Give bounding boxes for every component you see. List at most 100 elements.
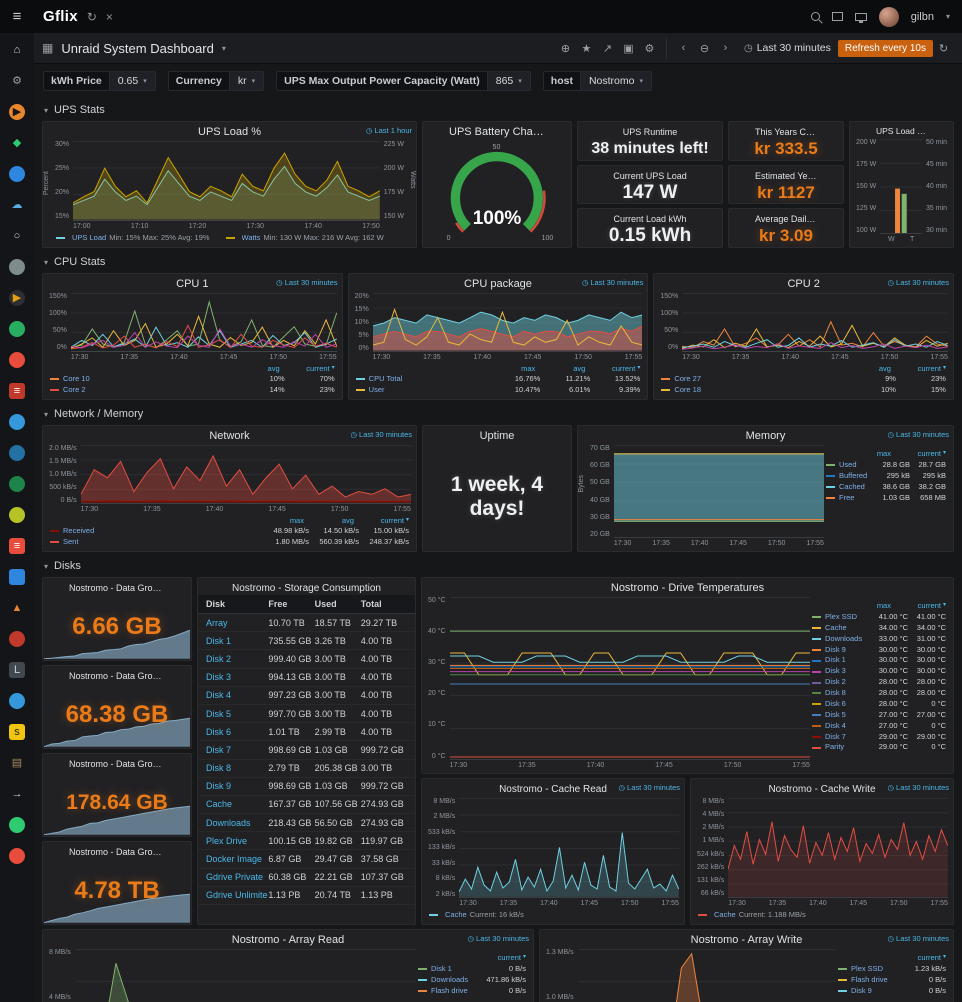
sidebar-app-icon[interactable] [8,692,26,710]
legend-item[interactable]: Core 18 10% 15% [661,385,946,396]
table-header[interactable]: Disk Free Used Total [198,595,415,614]
time-range-badge[interactable]: ◷ Last 30 minutes [887,934,950,943]
sidebar-app-icon[interactable] [8,351,26,369]
legend-item[interactable]: Used 28.8 GB 28.7 GB [826,460,946,471]
legend-item[interactable]: Plex SSD 1.23 kB/s [838,964,946,975]
panel-title[interactable]: This Years Cost [755,127,819,137]
sidebar-app-icon[interactable] [8,630,26,648]
sidebar-app-icon[interactable] [8,568,26,586]
section-ups-stats[interactable]: ▾ UPS Stats [44,104,105,116]
legend-item[interactable]: Cached 38.6 GB 38.2 GB [826,482,946,493]
panel-title[interactable]: Average Daily Cost [755,214,832,225]
app-brand[interactable]: Gflix [43,8,78,25]
panel-title[interactable]: UPS Load % [198,126,261,138]
fullscreen-icon[interactable] [831,12,843,21]
legend-item[interactable]: Plex SSD 41.00 °C 41.00 °C [812,612,946,623]
panel-title[interactable]: Nostromo - Data Growth This Week [69,671,191,681]
legend-item[interactable]: Disk 6 28.00 °C 0 °C [812,699,946,710]
array-write-chart[interactable] [577,949,836,1002]
legend-item[interactable]: Buffered 295 kB 295 kB [826,471,946,482]
time-range-picker[interactable]: ◷ Last 30 minutes [744,42,831,54]
cpu2-chart[interactable] [682,293,948,352]
panel-title[interactable]: Current Load kWh [613,214,687,225]
legend-item[interactable]: Core 27 9% 23% [661,374,946,385]
legend-item[interactable]: Cache Current: 1.188 MB/s [698,910,806,921]
panel-title[interactable]: Nostromo - Data Growth Today [69,583,191,593]
add-panel-icon[interactable]: ⊕ [560,42,571,55]
legend-item[interactable]: Disk 5 27.00 °C 27.00 °C [812,710,946,721]
legend-item[interactable]: UPS Load Min: 15% Max: 25% Avg: 19% [56,233,210,244]
legend-item[interactable]: Downloads 471.86 kB/s [418,975,526,986]
sidebar-app-icon[interactable] [8,258,26,276]
time-range-badge[interactable]: ◷ Last 30 minutes [887,782,950,792]
sidebar-app-icon[interactable]: ▲ [11,601,23,614]
legend-item[interactable]: Disk 7 29.00 °C 29.00 °C [812,732,946,743]
sidebar-app-icon[interactable] [8,413,26,431]
legend-item[interactable]: Disk 3 30.00 °C 30.00 °C [812,666,946,677]
time-range-badge[interactable]: ◷ Last 30 minutes [350,430,413,439]
legend-item[interactable]: Cache 34.00 °C 34.00 °C [812,623,946,634]
sidebar-app-icon[interactable]: ◆ [12,136,22,149]
sidebar-app-icon[interactable]: ≡ [8,382,26,400]
network-chart[interactable] [80,445,411,504]
refresh-icon[interactable]: ↻ [938,42,949,55]
panel-title[interactable]: Uptime [479,430,515,442]
legend-item[interactable]: Disk 1 0 B/s [418,964,526,975]
dashboard-title[interactable]: Unraid System Dashboard [61,40,214,56]
playlist-refresh-icon[interactable]: ↻ [86,9,97,24]
settings-gear-icon[interactable]: ⚙ [644,42,655,55]
sidebar-app-icon[interactable] [8,847,26,865]
legend-item[interactable]: CPU Total 16.76% 11.21% 13.52% [355,374,640,385]
avatar[interactable] [878,6,899,27]
legend-item[interactable]: Disk 9 30.00 °C 30.00 °C [812,645,946,656]
time-range-badge[interactable]: ◷ Last 30 minutes [467,934,530,943]
panel-title[interactable]: Current UPS Load [613,170,687,181]
panel-title[interactable]: Nostromo - Data Growth This Month [69,759,191,769]
legend-item[interactable]: Disk 2 28.00 °C 28.00 °C [812,677,946,688]
legend-item[interactable]: User 10.47% 6.01% 9.39% [355,385,640,396]
time-range-badge[interactable]: ◷ Last 30 minutes [581,278,644,287]
legend-item[interactable]: Flash drive 0 B/s [838,975,946,986]
share-icon[interactable]: ↗ [602,42,613,55]
star-icon[interactable]: ★ [581,42,592,55]
ups-load-chart[interactable] [73,141,380,221]
sidebar-app-icon[interactable]: L [8,661,26,679]
panel-title[interactable]: UPS Runtime [622,127,678,137]
legend-item[interactable]: Disk 1 30.00 °C 30.00 °C [812,655,946,666]
time-back-icon[interactable]: ‹ [681,42,686,54]
sidebar-app-icon[interactable] [8,475,26,493]
panel-title[interactable]: Estimated Yearly Cost [755,170,843,181]
zoom-out-icon[interactable]: ⊖ [699,42,710,55]
legend-item[interactable]: Parity 29.00 °C 0 °C [812,742,946,753]
dashboard-grid-icon[interactable]: ▦ [42,41,54,55]
cpu-package-chart[interactable] [372,293,643,352]
legend-item[interactable]: Cache Current: 16 kB/s [429,910,524,921]
panel-title[interactable]: Nostromo - Storage Consumption [232,583,381,594]
variable-dropdown[interactable]: host Nostromo [542,71,652,91]
save-icon[interactable]: ▣ [623,42,634,55]
sidebar-app-icon[interactable]: s [8,723,26,741]
panel-title[interactable]: Nostromo - Data Growth This Year [69,847,191,857]
sidebar-app-icon[interactable]: → [11,787,23,800]
playlist-close-icon[interactable]: × [105,9,113,24]
refresh-interval-button[interactable]: Refresh every 10s [837,39,933,57]
time-range-badge[interactable]: ◷ Last 30 minutes [618,782,681,792]
search-icon[interactable] [810,12,820,21]
cache-read-chart[interactable] [459,797,679,898]
sidebar-app-icon[interactable]: ⌂ [13,43,21,56]
sidebar-app-icon[interactable] [8,506,26,524]
username[interactable]: gilbn [910,10,934,23]
legend-item[interactable]: Flash drive 0 B/s [418,986,526,997]
drive-temperatures-chart[interactable] [449,597,810,760]
legend-item[interactable]: Received 48.98 kB/s 14.50 kB/s 15.00 kB/… [50,526,409,537]
sidebar-app-icon[interactable] [8,320,26,338]
legend-item[interactable]: Free 1.03 GB 658 MB [826,493,946,504]
display-icon[interactable] [854,12,867,23]
panel-title[interactable]: Nostromo - Array Read [231,934,345,946]
sidebar-app-icon[interactable]: ○ [13,229,21,242]
sidebar-app-icon[interactable]: ▶ [8,289,26,307]
cache-write-chart[interactable] [728,797,948,898]
time-range-badge[interactable]: ◷ Last 1 hour [365,126,412,135]
legend-item[interactable]: Disk 9 0 B/s [838,986,946,997]
panel-title[interactable]: UPS Battery Charge [449,126,549,138]
